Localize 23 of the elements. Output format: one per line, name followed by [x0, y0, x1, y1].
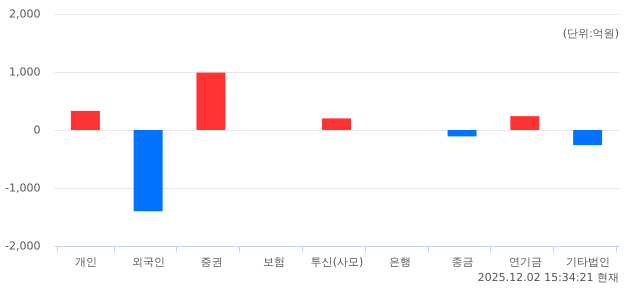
x-tick-label: 증권	[200, 256, 222, 268]
y-tick-label: -1,000	[5, 182, 40, 194]
y-tick-label: 1,000	[9, 66, 40, 78]
x-tick-label: 개인	[74, 256, 97, 268]
x-tick-label: 종금	[452, 256, 474, 268]
x-tick-label: 보험	[263, 256, 286, 268]
bar	[70, 110, 100, 130]
bar	[322, 118, 351, 130]
bar	[448, 130, 477, 136]
text: 2025.12.02 15:34:21 현재	[478, 271, 619, 284]
x-tick-label: 투신(사모)	[310, 256, 364, 268]
bar	[573, 130, 602, 146]
y-tick-label: 0	[34, 124, 40, 136]
bar	[134, 130, 163, 212]
y-tick-label: -2,000	[5, 240, 40, 252]
x-tick-label: 은행	[388, 256, 411, 268]
annotation: (단위:억원)	[562, 27, 619, 40]
bar	[196, 72, 226, 130]
bar	[510, 116, 540, 130]
x-tick-label: 외국인	[132, 256, 166, 268]
y-tick-label: 2,000	[9, 8, 40, 20]
x-tick-label: 기타법인	[566, 256, 610, 268]
x-tick-label: 연기금	[508, 256, 542, 268]
